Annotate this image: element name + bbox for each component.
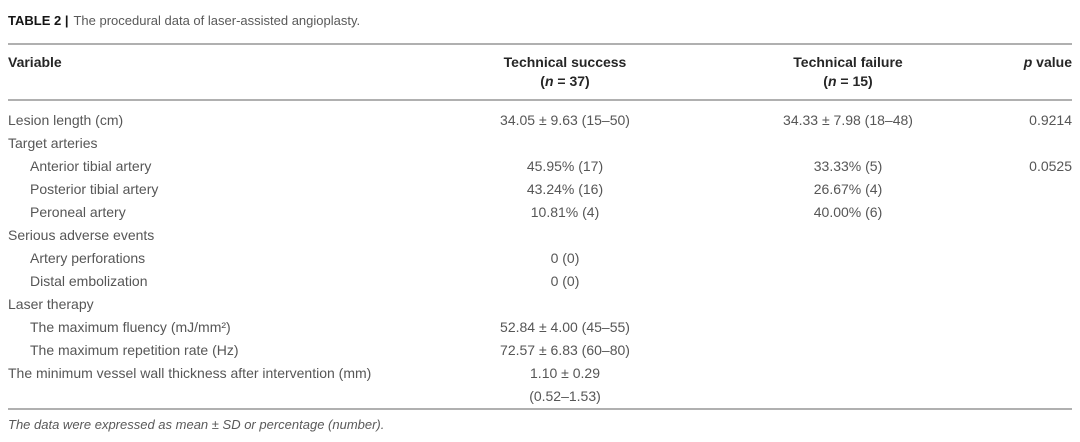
top-rule bbox=[8, 43, 1072, 45]
column-header-variable: Variable bbox=[8, 54, 62, 70]
table-row: Peroneal artery 10.81% (4) 40.00% (6) bbox=[8, 201, 1072, 224]
table-row: Laser therapy bbox=[8, 293, 1072, 316]
table-caption: TABLE 2 | The procedural data of laser-as… bbox=[8, 0, 1072, 28]
row-success-value: 0 (0) bbox=[550, 273, 580, 289]
row-label: Distal embolization bbox=[30, 273, 148, 289]
column-header-technical-failure: Technical failure (n = 15) bbox=[685, 53, 1011, 91]
failure-header-n: (n = 15) bbox=[823, 73, 873, 89]
table-row: Anterior tibial artery 45.95% (17) 33.33… bbox=[8, 155, 1072, 178]
row-success-value: 0 (0) bbox=[550, 250, 580, 266]
row-label: The maximum repetition rate (Hz) bbox=[30, 342, 239, 358]
table-number-label: TABLE 2 | bbox=[8, 13, 69, 28]
row-success-value: 43.24% (16) bbox=[526, 181, 604, 197]
row-label: Laser therapy bbox=[8, 296, 94, 312]
success-header-title: Technical success bbox=[503, 54, 627, 70]
table-row: The maximum repetition rate (Hz) 72.57 ±… bbox=[8, 339, 1072, 362]
row-label: Lesion length (cm) bbox=[8, 112, 124, 128]
row-failure-value: 40.00% (6) bbox=[813, 204, 883, 220]
row-success-value: 34.05 ± 9.63 (15–50) bbox=[500, 112, 630, 128]
row-p-value: 0.0525 bbox=[1029, 158, 1072, 174]
row-label: Target arteries bbox=[8, 135, 98, 151]
table-header-row: Variable Technical success (n = 37) Tech… bbox=[8, 45, 1072, 99]
row-success-value: 72.57 ± 6.83 (60–80) bbox=[500, 342, 630, 358]
row-label: Posterior tibial artery bbox=[30, 181, 159, 197]
paper-table-page: TABLE 2 | The procedural data of laser-as… bbox=[8, 0, 1072, 432]
table-row: Lesion length (cm) 34.05 ± 9.63 (15–50) … bbox=[8, 109, 1072, 132]
row-label: The minimum vessel wall thickness after … bbox=[8, 365, 372, 381]
row-success-value: 1.10 ± 0.29 (0.52–1.53) bbox=[529, 365, 601, 404]
table-row: Serious adverse events bbox=[8, 224, 1072, 247]
table-caption-text: The procedural data of laser-assisted an… bbox=[73, 13, 361, 28]
bottom-rule bbox=[8, 408, 1072, 410]
row-failure-value: 34.33 ± 7.98 (18–48) bbox=[783, 112, 913, 128]
row-p-value: 0.9214 bbox=[1029, 112, 1072, 128]
row-label: Peroneal artery bbox=[30, 204, 126, 220]
table-row: The maximum fluency (mJ/mm²) 52.84 ± 4.0… bbox=[8, 316, 1072, 339]
row-success-value: 10.81% (4) bbox=[530, 204, 600, 220]
failure-header-title: Technical failure bbox=[793, 54, 903, 70]
row-label: Anterior tibial artery bbox=[30, 158, 152, 174]
row-failure-value: 26.67% (4) bbox=[813, 181, 883, 197]
row-label: Serious adverse events bbox=[8, 227, 155, 243]
table-row: Artery perforations 0 (0) bbox=[8, 247, 1072, 270]
row-success-value: 45.95% (17) bbox=[526, 158, 604, 174]
row-failure-value: 33.33% (5) bbox=[813, 158, 883, 174]
table-footnote: The data were expressed as mean ± SD or … bbox=[8, 417, 385, 432]
success-header-n: (n = 37) bbox=[540, 73, 590, 89]
column-header-technical-success: Technical success (n = 37) bbox=[445, 53, 685, 91]
header-rule bbox=[8, 99, 1072, 101]
table-row: Distal embolization 0 (0) bbox=[8, 270, 1072, 293]
row-label: The maximum fluency (mJ/mm²) bbox=[30, 319, 231, 335]
table-row: Posterior tibial artery 43.24% (16) 26.6… bbox=[8, 178, 1072, 201]
table-body: Lesion length (cm) 34.05 ± 9.63 (15–50) … bbox=[8, 101, 1072, 408]
row-label: Artery perforations bbox=[30, 250, 146, 266]
table-row: Target arteries bbox=[8, 132, 1072, 155]
row-success-value: 52.84 ± 4.00 (45–55) bbox=[500, 319, 630, 335]
table-row: The minimum vessel wall thickness after … bbox=[8, 362, 1072, 408]
column-header-p-value: p value bbox=[1023, 54, 1072, 70]
